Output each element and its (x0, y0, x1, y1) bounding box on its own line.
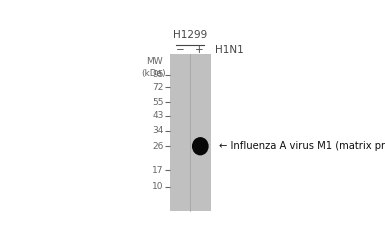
Text: H1N1: H1N1 (214, 45, 243, 55)
Ellipse shape (192, 137, 209, 155)
Text: 95: 95 (152, 70, 164, 79)
Text: 17: 17 (152, 166, 164, 175)
Text: ← Influenza A virus M1 (matrix protein): ← Influenza A virus M1 (matrix protein) (219, 141, 385, 151)
Bar (170, 54, 211, 211)
Text: 34: 34 (152, 126, 164, 135)
Text: 26: 26 (152, 142, 164, 151)
Text: 43: 43 (152, 111, 164, 120)
Text: 10: 10 (152, 182, 164, 191)
Text: +: + (195, 45, 204, 55)
Text: H1299: H1299 (173, 30, 207, 40)
Text: 55: 55 (152, 98, 164, 107)
Text: MW
(kDa): MW (kDa) (142, 58, 166, 78)
Text: −: − (176, 45, 185, 55)
Text: 72: 72 (152, 83, 164, 92)
